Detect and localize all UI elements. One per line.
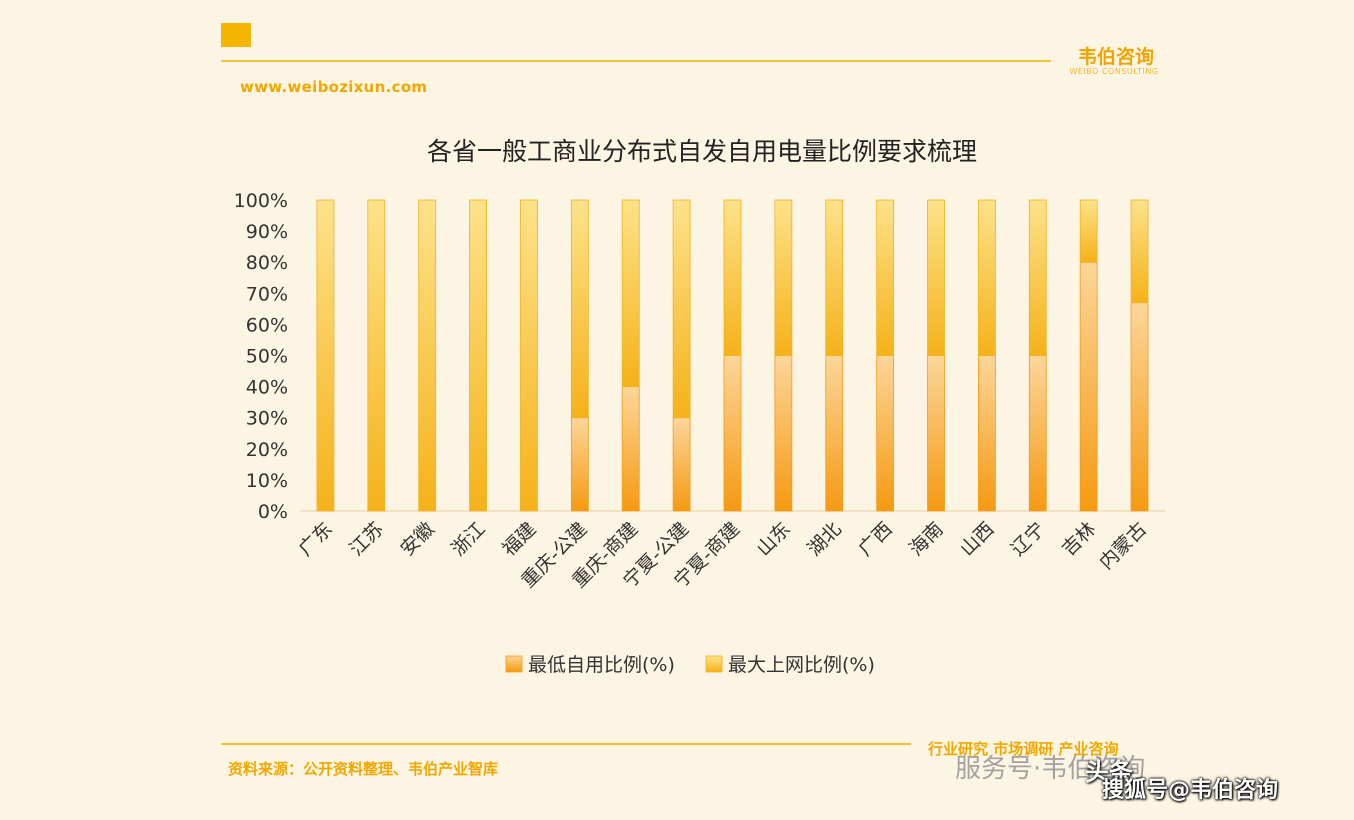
- bar-max-grid: [876, 199, 895, 356]
- y-tick-label: 70%: [246, 283, 288, 305]
- x-tick-label: 吉林: [1058, 518, 1100, 560]
- x-tick-label: 辽宁: [1007, 518, 1049, 560]
- bar-max-grid: [520, 199, 538, 512]
- x-tick-label: 福建: [498, 518, 540, 560]
- x-tick-label: 山西: [956, 518, 998, 560]
- bar-min-self-use: [1079, 261, 1098, 512]
- bar-min-self-use: [570, 417, 589, 512]
- toutiao-watermark: 头条: [1085, 758, 1133, 786]
- legend-label: 最低自用比例(%): [528, 654, 675, 676]
- bar-max-grid: [1079, 199, 1098, 263]
- footer-tags: 行业研究 市场调研 产业咨询: [928, 740, 1119, 758]
- bar-min-self-use: [672, 417, 691, 512]
- y-tick-label: 50%: [246, 346, 288, 368]
- y-axis: 0% 10% 20% 30% 40% 50% 60% 70% 80% 90% 100%: [234, 190, 1165, 523]
- bars-group: [316, 199, 1149, 512]
- chart-title: 各省一般工商业分布式自发自用电量比例要求梳理: [427, 137, 977, 166]
- legend-label: 最大上网比例(%): [728, 654, 875, 676]
- bar-min-self-use: [1130, 302, 1149, 512]
- x-tick-label: 安徽: [396, 518, 438, 560]
- bar-min-self-use: [978, 355, 996, 512]
- legend-swatch: [505, 655, 523, 673]
- footer-divider: [221, 743, 911, 745]
- sohu-watermark: 搜狐号@韦伯咨询: [1102, 778, 1279, 803]
- y-tick-label: 100%: [234, 190, 288, 212]
- brand-square-icon: [221, 23, 251, 47]
- legend: 最低自用比例(%) 最大上网比例(%): [505, 654, 875, 676]
- y-tick-label: 10%: [246, 470, 288, 492]
- bar-max-grid: [418, 199, 437, 512]
- x-tick-label: 海南: [905, 518, 947, 560]
- x-tick-label: 浙江: [447, 518, 489, 560]
- x-tick-label: 山东: [752, 518, 794, 560]
- header-divider: [221, 60, 1051, 62]
- x-tick-label: 广西: [854, 518, 896, 560]
- wechat-watermark: 服务号·韦伯咨询: [955, 754, 1146, 784]
- brand-name: 韦伯咨询: [1077, 46, 1154, 68]
- bar-max-grid: [774, 199, 793, 356]
- bar-min-self-use: [825, 355, 844, 512]
- bar-max-grid: [927, 199, 945, 356]
- data-source-note: 资料来源：公开资料整理、韦伯产业智库: [228, 760, 499, 778]
- bar-max-grid: [316, 199, 335, 512]
- y-tick-label: 30%: [246, 408, 288, 430]
- bar-max-grid: [1028, 199, 1047, 356]
- bar-min-self-use: [1028, 355, 1047, 512]
- bar-max-grid: [672, 199, 691, 419]
- bar-max-grid: [1130, 199, 1149, 304]
- y-tick-label: 80%: [246, 252, 288, 274]
- y-tick-label: 40%: [246, 377, 288, 399]
- bar-max-grid: [469, 199, 487, 512]
- x-tick-label: 广东: [295, 518, 337, 560]
- bar-max-grid: [723, 199, 742, 356]
- bar-min-self-use: [774, 355, 793, 512]
- bar-max-grid: [978, 199, 996, 356]
- bar-min-self-use: [927, 355, 945, 512]
- y-tick-label: 0%: [258, 501, 288, 523]
- x-tick-label: 内蒙古: [1095, 518, 1151, 574]
- bar-max-grid: [825, 199, 844, 356]
- y-tick-label: 90%: [246, 221, 288, 243]
- bar-max-grid: [367, 199, 386, 512]
- y-tick-label: 20%: [246, 439, 288, 461]
- bar-max-grid: [621, 199, 640, 388]
- legend-swatch: [705, 655, 723, 673]
- bar-min-self-use: [876, 355, 895, 512]
- website-url[interactable]: www.weibozixun.com: [240, 78, 428, 96]
- x-tick-label: 湖北: [803, 518, 845, 560]
- bar-max-grid: [570, 199, 589, 419]
- bar-min-self-use: [723, 355, 742, 512]
- brand-subtitle: WEIBO CONSULTING: [1069, 67, 1159, 76]
- x-tick-label: 江苏: [345, 518, 387, 560]
- y-tick-label: 60%: [246, 314, 288, 336]
- bar-min-self-use: [621, 386, 640, 512]
